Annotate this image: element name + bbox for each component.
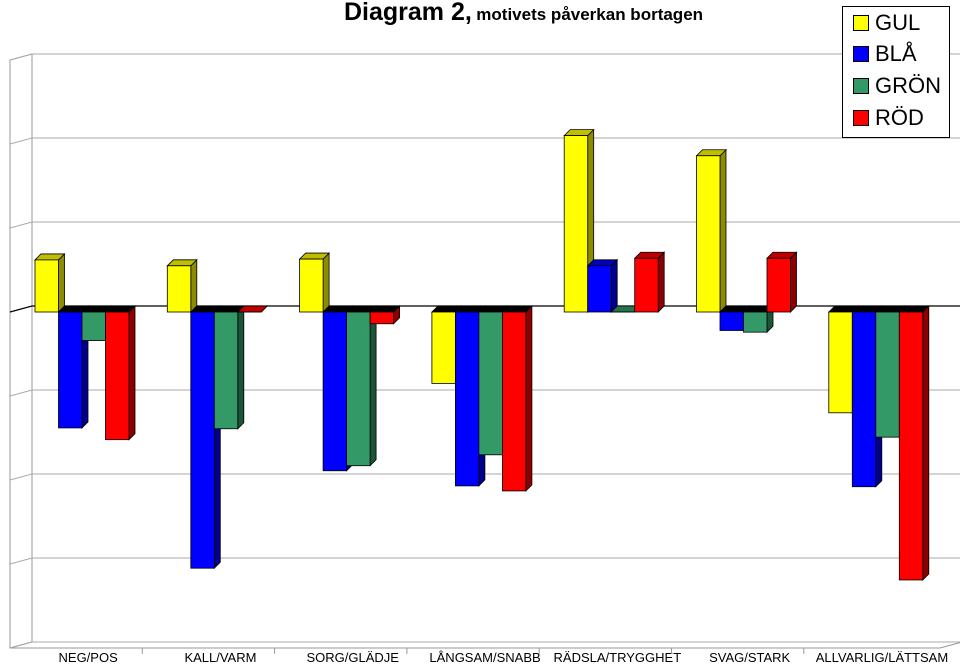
gridline	[9, 221, 960, 229]
legend-swatch-rod	[853, 110, 869, 126]
legend: GUL BLÅ GRÖN RÖD	[842, 6, 950, 138]
bar-grön-2	[345, 305, 378, 467]
bar-front	[81, 311, 106, 341]
bar-side	[525, 305, 533, 492]
bar-front	[696, 155, 721, 313]
bar-side	[610, 258, 618, 313]
x-tick-label: KALL/VARM	[184, 650, 256, 665]
bar-gul-0	[34, 252, 66, 313]
legend-item-bla: BLÅ	[853, 41, 917, 66]
bars-layer	[34, 128, 930, 581]
legend-swatch-gron	[853, 78, 869, 94]
bar-röd-0	[104, 305, 136, 441]
legend-label-gul: GUL	[875, 10, 921, 35]
bar-front	[587, 265, 612, 313]
bar-röd-4	[633, 251, 666, 313]
bar-front	[478, 311, 503, 456]
bar-front	[431, 311, 456, 384]
bar-front	[105, 311, 130, 441]
legend-label-gron: GRÖN	[875, 73, 941, 98]
legend-label-bla: BLÅ	[875, 41, 917, 66]
bar-side	[719, 148, 727, 313]
bar-front	[851, 311, 877, 488]
bar-front	[299, 258, 324, 313]
bar-front	[58, 311, 83, 429]
bar-grön-1	[213, 305, 245, 430]
bar-front	[766, 257, 791, 313]
bar-side	[369, 305, 377, 467]
x-tick-label: NEG/POS	[59, 650, 119, 665]
bar-front	[719, 311, 744, 331]
x-tick-label: ALLVARLIG/LÄTTSAM	[816, 650, 948, 665]
chart-title: Diagram 2, motivets påverkan bortagen	[344, 0, 703, 27]
bar-front	[563, 135, 589, 313]
bar-side	[922, 305, 930, 581]
bar-front	[34, 259, 59, 313]
bar-blå-4	[586, 258, 619, 313]
legend-label-rod: RÖD	[875, 105, 924, 130]
gridline	[9, 137, 960, 145]
bar-grön-5	[742, 305, 774, 334]
bar-gul-2	[298, 252, 331, 313]
bar-front	[213, 311, 239, 430]
bar-side	[190, 258, 198, 313]
bar-side	[58, 252, 65, 313]
bar-front	[501, 311, 527, 492]
legend-swatch-bla	[853, 46, 869, 62]
bar-gul-1	[166, 258, 198, 313]
x-tick-label: SVAG/STARK	[709, 650, 790, 665]
bar-front	[743, 311, 768, 333]
x-tick-label: SORG/GLÄDJE	[307, 650, 400, 665]
x-tick-label: LÅNGSAM/SNABB	[429, 650, 540, 665]
bar-front	[166, 265, 192, 313]
legend-swatch-gul	[853, 15, 869, 31]
chart-title-main: Diagram 2,	[344, 0, 472, 26]
bar-front	[828, 311, 853, 414]
bar-front	[898, 311, 924, 581]
gridline	[9, 557, 960, 565]
bar-röd-2	[369, 305, 401, 325]
bar-front	[875, 311, 900, 438]
legend-item-rod: RÖD	[853, 105, 924, 130]
bar-front	[346, 311, 371, 467]
gridline	[9, 389, 960, 397]
bar-front	[454, 311, 480, 487]
gridline	[9, 641, 960, 649]
legend-item-gul: GUL	[853, 10, 921, 35]
bar-front	[190, 311, 215, 569]
bar-röd-3	[501, 305, 533, 492]
bar-röd-1	[236, 305, 269, 313]
bar-röd-6	[898, 305, 930, 581]
floor	[9, 641, 960, 649]
bar-front	[634, 257, 659, 313]
bar-gul-4	[563, 128, 595, 313]
gridline	[9, 473, 960, 481]
bar-side	[657, 251, 665, 313]
gridline	[9, 53, 960, 61]
bar-side	[322, 252, 330, 313]
x-tick-label: RÄDSLA/TRYGGHET	[554, 650, 682, 665]
chart-title-sub: motivets påverkan bortagen	[476, 5, 704, 24]
bar-front	[322, 311, 348, 472]
legend-item-gron: GRÖN	[853, 73, 941, 98]
bar-front	[369, 311, 395, 325]
bar-gul-5	[695, 148, 727, 313]
bar-röd-5	[766, 251, 798, 313]
bar-side	[790, 251, 797, 313]
bar-side	[128, 305, 136, 441]
x-tick-labels: NEG/POS KALL/VARM SORG/GLÄDJE LÅNGSAM/SNABB…	[59, 648, 948, 665]
bar-side	[237, 305, 245, 430]
